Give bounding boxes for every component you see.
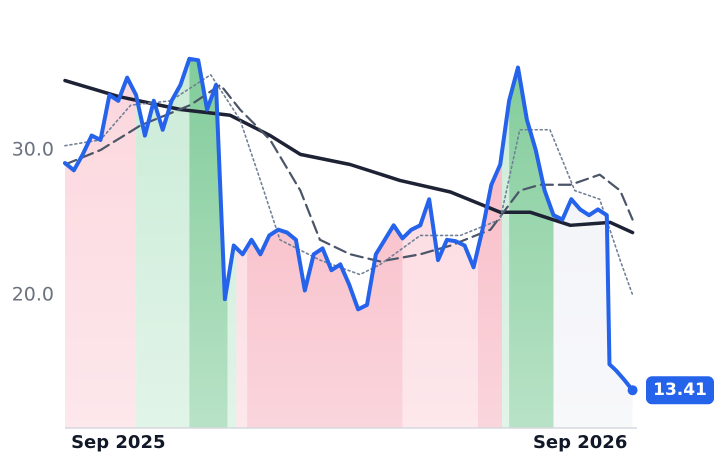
y-tick-label: 30.0: [12, 139, 54, 161]
price-line: [63, 56, 635, 393]
last-value-badge: [646, 376, 714, 405]
x-tick-label: Sep 2026: [533, 432, 627, 453]
last-point: [627, 385, 638, 396]
y-tick-label: 20.0: [12, 283, 54, 305]
last-value-label: 13.41: [653, 380, 707, 400]
moving-average-line: [64, 73, 634, 296]
moving-average-line: [63, 83, 634, 263]
band-fade: [65, 58, 633, 428]
moving-average-line: [63, 78, 635, 235]
x-tick-label: Sep 2025: [71, 432, 165, 453]
